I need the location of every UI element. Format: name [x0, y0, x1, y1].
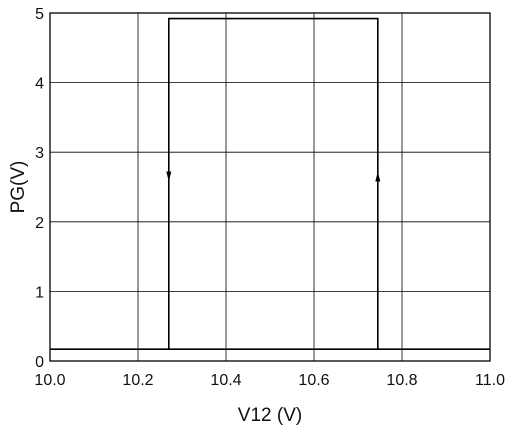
x-tick-label: 10.8: [386, 372, 417, 389]
y-tick-label: 5: [35, 6, 44, 23]
direction-arrow: [166, 171, 172, 182]
series-group: [50, 17, 490, 351]
y-tick-label: 1: [35, 284, 44, 301]
x-tick-label: 10.6: [298, 372, 329, 389]
grid: [50, 13, 490, 361]
x-tick-label: 10.4: [210, 372, 241, 389]
plot-frame: [49, 12, 491, 362]
y-tick-label: 4: [35, 76, 44, 93]
x-tick-label: 10.0: [34, 372, 65, 389]
y-tick-label: 0: [35, 354, 44, 371]
y-axis-title: PG(V): [8, 161, 29, 214]
series-line: [50, 17, 490, 351]
x-tick-label: 11.0: [475, 372, 505, 389]
tick-labels: 10.0 10.2 10.4 10.6 10.8 11.0 0 1 2 3 4 5: [34, 6, 505, 389]
x-tick-label: 10.2: [122, 372, 153, 389]
y-tick-label: 2: [35, 215, 44, 232]
direction-arrow: [375, 171, 381, 182]
x-axis-title: V12 (V): [238, 405, 302, 426]
y-tick-label: 3: [35, 145, 44, 162]
